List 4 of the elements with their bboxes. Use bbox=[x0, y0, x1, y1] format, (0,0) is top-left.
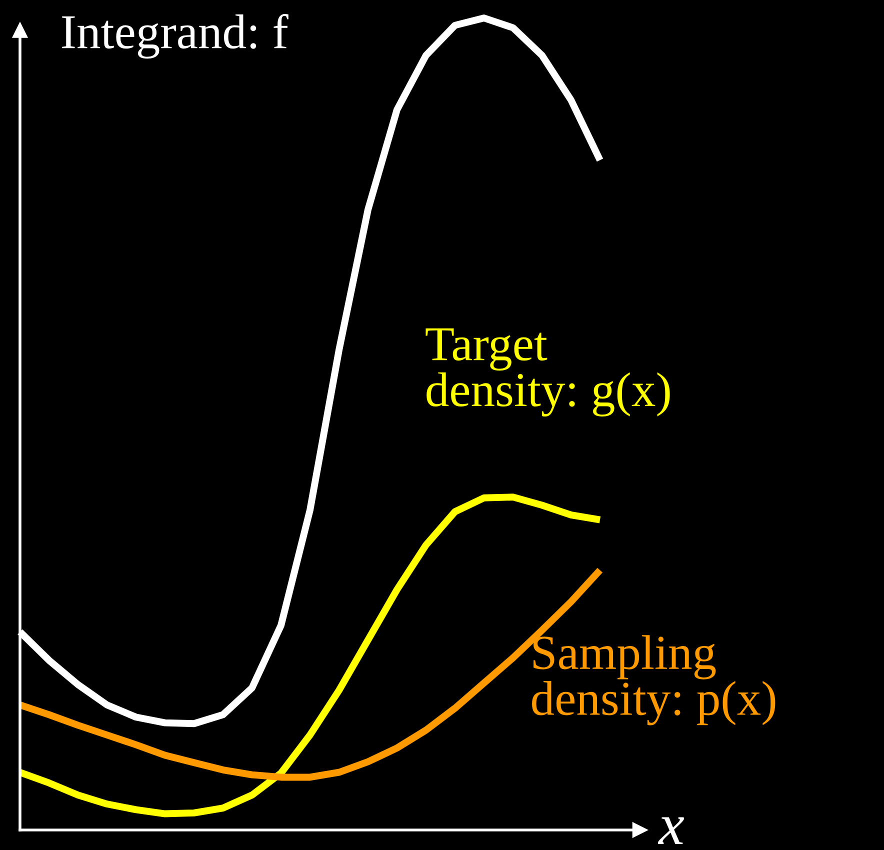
legend-label: Integrand: f bbox=[62, 14, 288, 59]
series-label: Sampling density: p(x) bbox=[532, 635, 776, 726]
text: Target density: g(x) bbox=[426, 328, 670, 417]
x-axis-title: x bbox=[658, 817, 684, 844]
